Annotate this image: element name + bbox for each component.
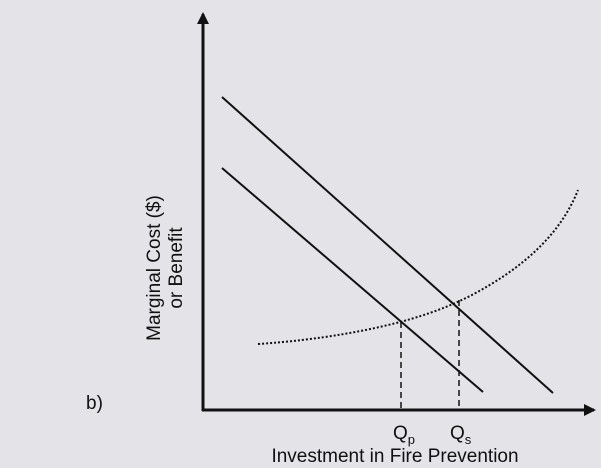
x-axis-label: Investment in Fire Prevention xyxy=(271,446,518,467)
y-axis-label: Marginal Cost ($) or Benefit xyxy=(144,195,187,341)
marker-label: Qs xyxy=(450,423,472,447)
marker-letter: Q xyxy=(450,423,465,444)
y-axis-label-line: Marginal Cost ($) xyxy=(144,195,165,341)
panel-label: b) xyxy=(86,393,103,414)
marker-subscript: s xyxy=(465,432,472,447)
marker-letter: Q xyxy=(393,423,408,444)
marker-subscript: p xyxy=(408,432,415,447)
marker-label: Qp xyxy=(393,423,415,447)
private-benefit-line xyxy=(221,167,484,393)
marginal-cost-curve xyxy=(257,189,579,345)
social-benefit-line xyxy=(221,96,554,394)
y-axis-label-line: or Benefit xyxy=(166,227,187,309)
